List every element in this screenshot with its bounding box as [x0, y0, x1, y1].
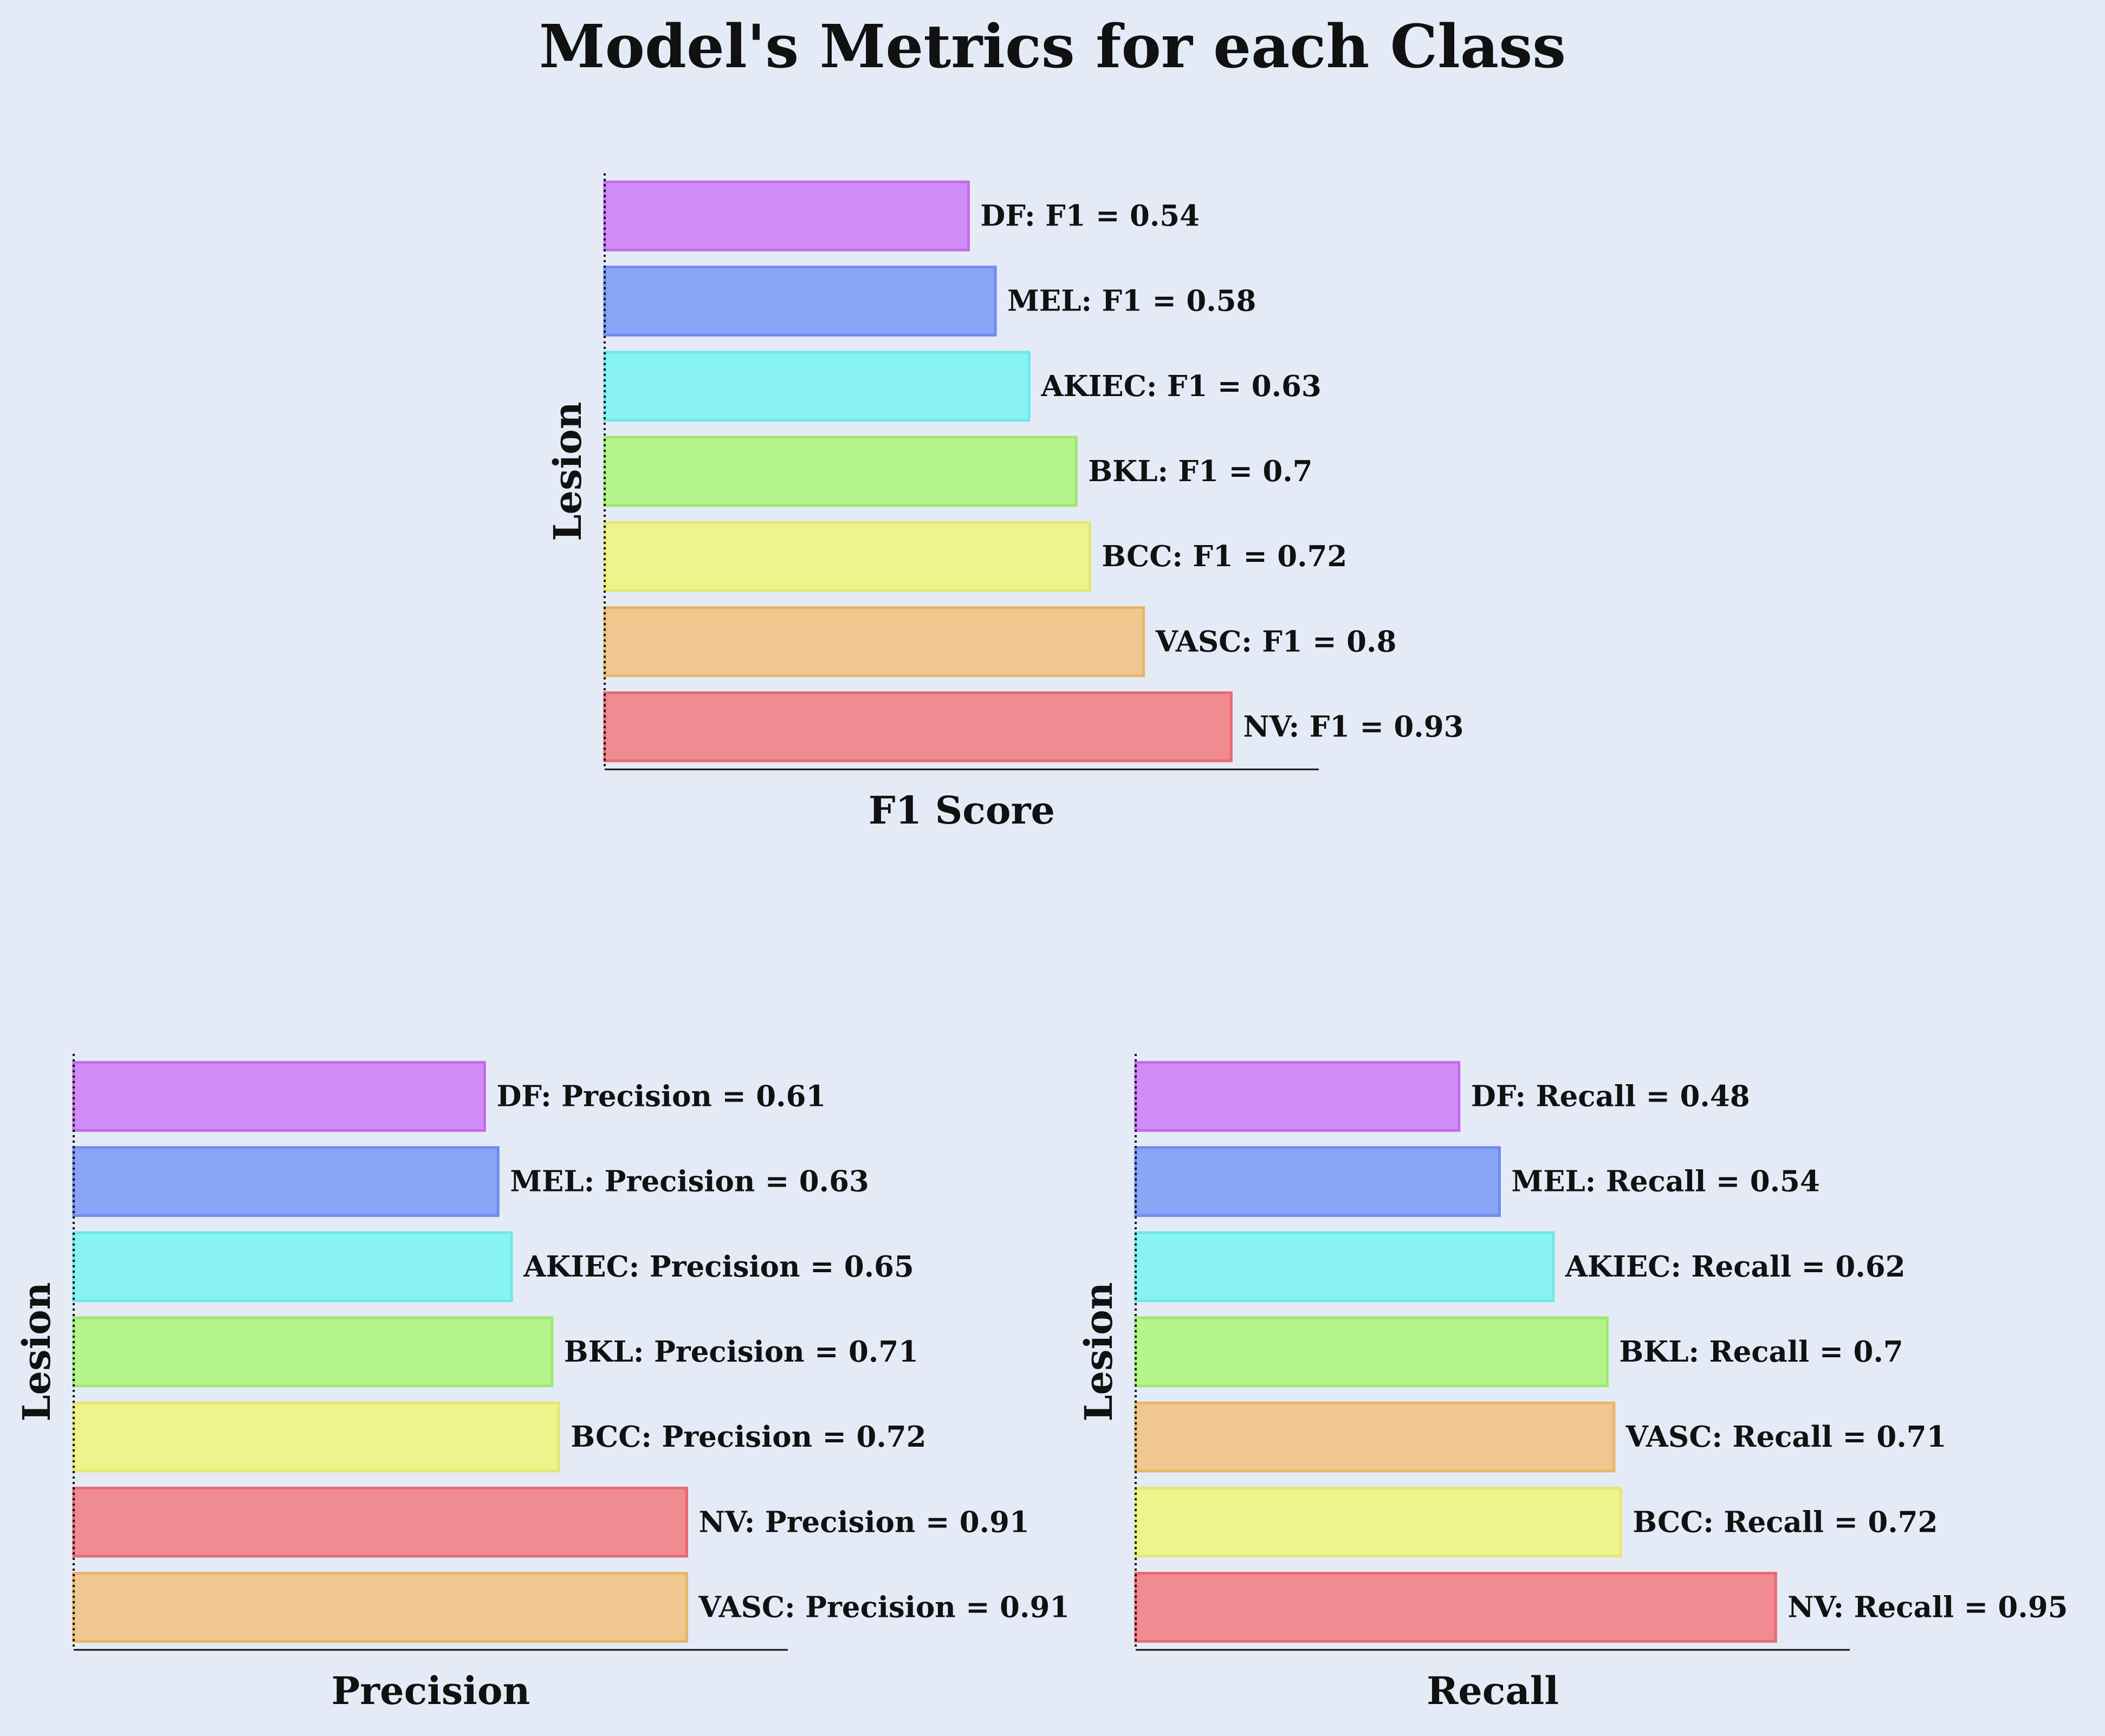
precision-label-bcc: BCC: Precision = 0.72 — [571, 1420, 926, 1454]
recall-chart: DF: Recall = 0.48 MEL: Recall = 0.54 AKIEC… — [1076, 1054, 2068, 1713]
f1-bar-bkl — [603, 436, 1078, 507]
precision-bar-df — [72, 1061, 486, 1132]
f1-bar-akiec — [603, 351, 1031, 422]
recall-bar-nv — [1134, 1572, 1777, 1643]
recall-bar-mel — [1134, 1146, 1501, 1217]
figure-title: Model's Metrics for each Class — [539, 11, 1566, 81]
precision-label-akiec: AKIEC: Precision = 0.65 — [523, 1250, 914, 1284]
recall-bar-vasc — [1134, 1401, 1616, 1473]
f1-bar-bcc — [603, 521, 1091, 592]
f1-bar-df — [603, 180, 970, 251]
f1-label-vasc: VASC: F1 = 0.8 — [1155, 625, 1397, 658]
f1-bar-nv — [603, 691, 1233, 762]
precision-y-axis-title: Lesion — [14, 1282, 59, 1421]
recall-bar-df — [1134, 1061, 1461, 1132]
f1-label-bcc: BCC: F1 = 0.72 — [1102, 540, 1347, 573]
recall-bar-bkl — [1134, 1316, 1609, 1388]
precision-bar-nv — [72, 1486, 688, 1558]
precision-bar-mel — [72, 1146, 500, 1217]
precision-chart: DF: Precision = 0.61 MEL: Precision = 0.6… — [14, 1054, 1070, 1713]
recall-label-mel: MEL: Recall = 0.54 — [1511, 1165, 1819, 1199]
precision-x-axis-title: Precision — [332, 1668, 530, 1713]
recall-label-df: DF: Recall = 0.48 — [1471, 1080, 1750, 1113]
precision-bar-bcc — [72, 1401, 560, 1473]
f1-score-chart: DF: F1 = 0.54 MEL: F1 = 0.58 AKIEC: F1 = 0… — [545, 173, 1464, 833]
recall-label-nv: NV: Recall = 0.95 — [1787, 1590, 2068, 1624]
recall-label-vasc: VASC: Recall = 0.71 — [1625, 1420, 1947, 1454]
f1-label-df: DF: F1 = 0.54 — [980, 199, 1200, 233]
recall-x-axis-title: Recall — [1427, 1668, 1559, 1713]
precision-label-nv: NV: Precision = 0.91 — [698, 1505, 1029, 1539]
recall-y-axis-title: Lesion — [1076, 1282, 1121, 1421]
recall-bar-bcc — [1134, 1486, 1622, 1558]
f1-y-axis-title: Lesion — [545, 401, 590, 541]
f1-bar-mel — [603, 265, 997, 337]
precision-label-vasc: VASC: Precision = 0.91 — [698, 1590, 1070, 1624]
f1-label-nv: NV: F1 = 0.93 — [1243, 710, 1463, 743]
f1-label-mel: MEL: F1 = 0.58 — [1007, 284, 1256, 318]
recall-label-akiec: AKIEC: Recall = 0.62 — [1565, 1250, 1906, 1284]
precision-bar-vasc — [72, 1572, 688, 1643]
f1-label-akiec: AKIEC: F1 = 0.63 — [1040, 370, 1321, 403]
recall-label-bcc: BCC: Recall = 0.72 — [1633, 1505, 1938, 1539]
f1-bar-vasc — [603, 606, 1145, 677]
precision-label-mel: MEL: Precision = 0.63 — [510, 1165, 869, 1199]
precision-bar-bkl — [72, 1316, 554, 1388]
f1-x-axis-title: F1 Score — [869, 788, 1055, 833]
recall-label-bkl: BKL: Recall = 0.7 — [1619, 1335, 1903, 1369]
precision-label-df: DF: Precision = 0.61 — [496, 1080, 826, 1113]
f1-label-bkl: BKL: F1 = 0.7 — [1088, 455, 1312, 488]
recall-bar-akiec — [1134, 1231, 1555, 1303]
precision-label-bkl: BKL: Precision = 0.71 — [564, 1335, 918, 1369]
precision-bar-akiec — [72, 1231, 513, 1303]
